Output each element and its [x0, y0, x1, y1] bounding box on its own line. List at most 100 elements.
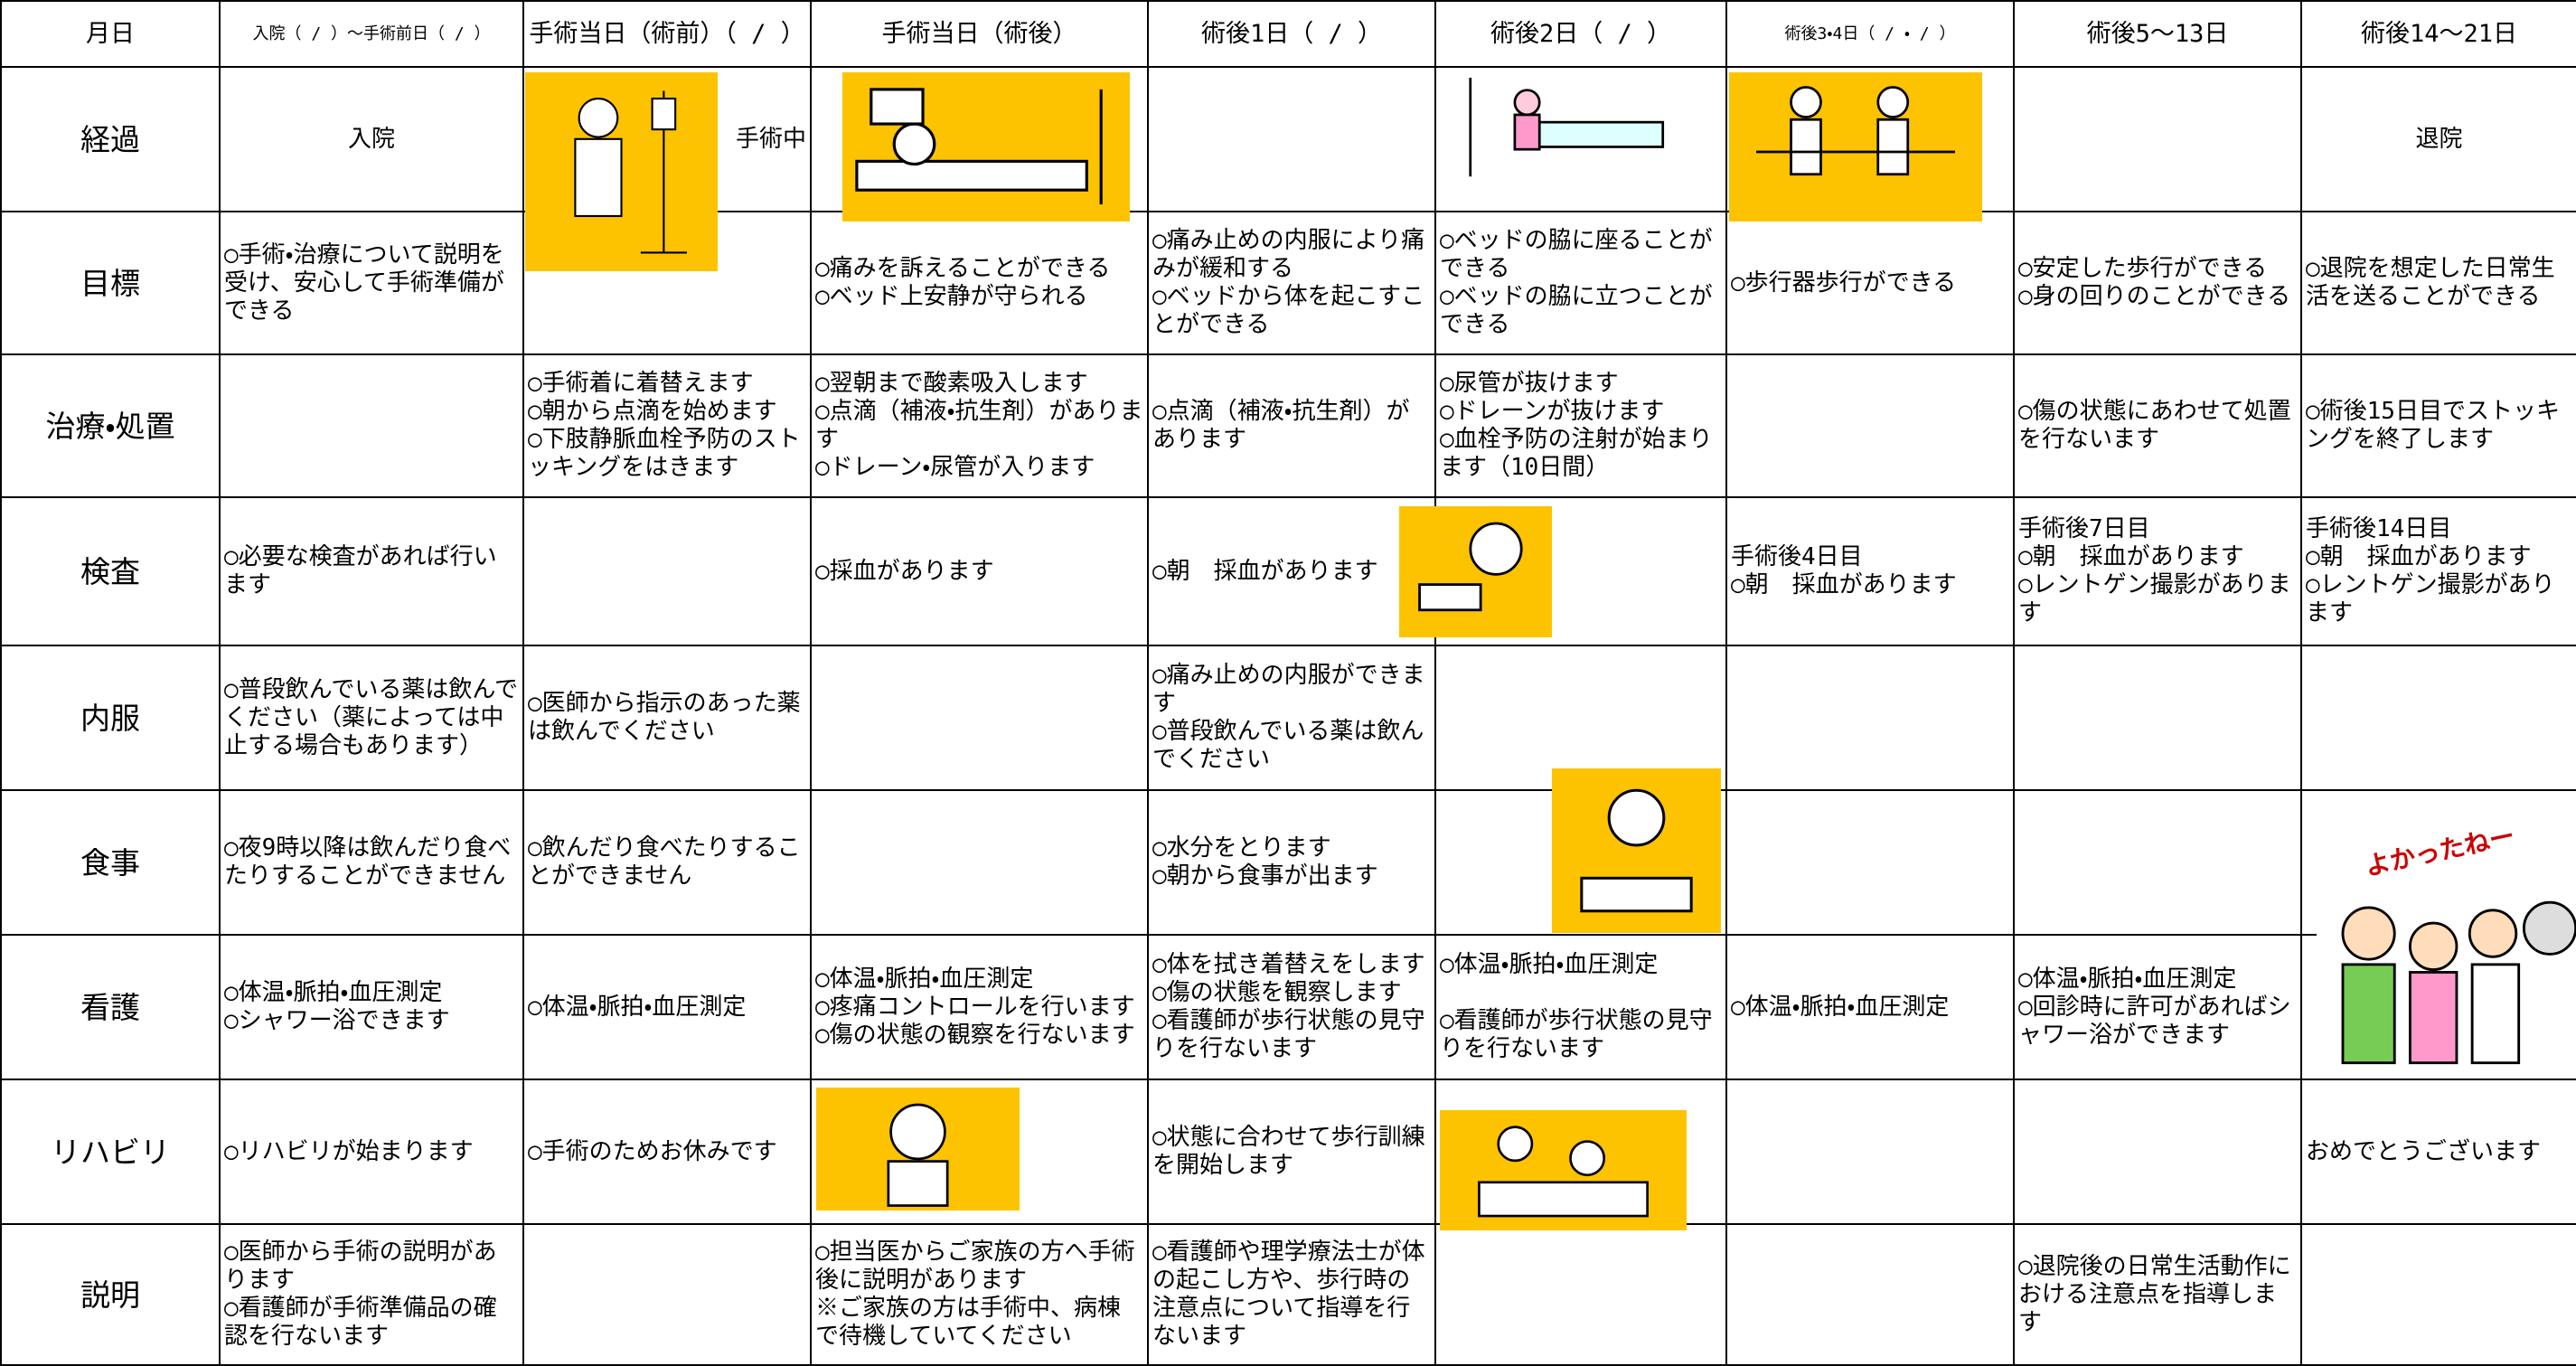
- cell-line: ○退院後の日常生活動作における注意点を指導します: [2018, 1252, 2291, 1336]
- cell-line: ○傷の状態の観察を行ないます: [815, 1021, 1135, 1049]
- table-body: 経過 入院 手術中 退院 目標 ○手術・治療について説明を受け、安心して手術準備ができる ○…: [0, 66, 2576, 1366]
- table-cell: 手術後4日目 ○朝 採血があります: [1725, 496, 2015, 646]
- table-cell: ○痛み止めの内服ができます ○普段飲んでいる薬は飲んでください: [1147, 645, 1436, 791]
- cell-line: ○体温・脈拍・血圧測定: [1440, 951, 1659, 978]
- cell-line: ○体温・脈拍・血圧測定: [1731, 993, 1950, 1021]
- cell-line: ○医師から指示のあった薬は飲んでください: [528, 690, 801, 745]
- table-cell: [1147, 66, 1436, 212]
- table-cell: [2300, 645, 2576, 791]
- cell-line: ○朝から食事が出ます: [1152, 862, 1378, 890]
- table-cell: ○歩行器歩行ができる: [1725, 211, 2015, 355]
- cell-line: ○下肢静脈血栓予防のストッキングをはきます: [528, 426, 801, 481]
- row-label: 経過: [0, 66, 221, 212]
- cell-line: ○退院を想定した日常生活を送ることができる: [2306, 255, 2555, 310]
- table-cell: ○体温・脈拍・血圧測定 ○シャワー浴できます: [219, 934, 524, 1080]
- header-cell: 術後3・4日（ / ・ / ）: [1725, 0, 2015, 68]
- table-cell: ○普段飲んでいる薬は飲んでください（薬によっては中止する場合もあります）: [219, 645, 524, 791]
- table-cell: ○夜9時以降は飲んだり食べたりすることができません: [219, 789, 524, 936]
- table-cell: 退院: [2300, 66, 2576, 212]
- table-cell: ○痛みを訴えることができる ○ベッド上安静が守られる: [810, 211, 1149, 355]
- table-cell: ○退院後の日常生活動作における注意点を指導します: [2013, 1223, 2302, 1366]
- table-cell: ○傷の状態にあわせて処置を行ないます: [2013, 353, 2302, 498]
- table-cell: ○手術着に着替えます ○朝から点滴を始めます ○下肢静脈血栓予防のストッキングをはき…: [522, 353, 812, 498]
- row-label: 検査: [0, 496, 221, 646]
- header-row: 月日 入院（ / ）～手術前日（ / ）手術当日（術前）（ / ）手術当日（術後）…: [0, 0, 2576, 68]
- cell-line: ※ご家族の方は手術中、病棟で待機していてください: [815, 1295, 1122, 1350]
- table-cell: [2013, 1079, 2302, 1225]
- table-row: 経過 入院 手術中 退院: [0, 66, 2576, 212]
- table-cell: 入院: [219, 66, 524, 212]
- cell-line: ○体温・脈拍・血圧測定: [224, 979, 443, 1006]
- table-cell: ○体温・脈拍・血圧測定 ○回診時に許可があればシャワー浴ができます: [2013, 934, 2302, 1080]
- illustration-celebration: [2317, 830, 2576, 1076]
- cell-line: ○痛み止めの内服により痛みが緩和する: [1152, 227, 1425, 282]
- table-cell: ○体温・脈拍・血圧測定: [522, 934, 812, 1080]
- cell-line: ○朝から点滴を始めます: [528, 398, 777, 425]
- table-cell: ○水分をとります ○朝から食事が出ます: [1147, 789, 1436, 936]
- cell-line: ○手術・治療について説明を受け、安心して手術準備ができる: [224, 240, 504, 325]
- cell-line: ○血栓予防の注射が始まります（10日間）: [1440, 426, 1713, 481]
- table-cell: ○体を拭き着替えをします ○傷の状態を観察します ○看護師が歩行状態の見守りを行ない…: [1147, 934, 1436, 1080]
- header-cell: 術後14～21日: [2300, 0, 2576, 68]
- table-cell: ○尿管が抜けます ○ドレーンが抜けます ○血栓予防の注射が始まります（10日間）: [1434, 353, 1727, 498]
- table-cell: ○体温・脈拍・血圧測定 ○疼痛コントロールを行います ○傷の状態の観察を行ないます: [810, 934, 1149, 1080]
- cell-line: ○体温・脈拍・血圧測定: [528, 993, 747, 1021]
- cell-line: ○術後15日目でストッキングを終了します: [2306, 398, 2560, 453]
- table-cell: ○医師から手術の説明があります ○看護師が手術準備品の確認を行ないます: [219, 1223, 524, 1366]
- table-cell: [1434, 645, 1727, 791]
- cell-line: 入院: [347, 125, 395, 153]
- row-label: 説明: [0, 1223, 221, 1366]
- table-cell: ○状態に合わせて歩行訓練を開始します: [1147, 1079, 1436, 1225]
- table-cell: ○退院を想定した日常生活を送ることができる: [2300, 211, 2576, 355]
- table-cell: 手術後14日目 ○朝 採血があります ○レントゲン撮影があります: [2300, 496, 2576, 646]
- cell-line: ○痛みを訴えることができる: [815, 255, 1111, 282]
- table-cell: [810, 645, 1149, 791]
- cell-line: ○担当医からご家族の方へ手術後に説明があります: [815, 1239, 1135, 1294]
- table-cell: [2013, 789, 2302, 936]
- cell-line: ○身の回りのことができる: [2018, 283, 2291, 310]
- table-cell: [1434, 1223, 1727, 1366]
- illustration-nurse: [816, 1088, 1020, 1211]
- cell-line: ○朝 採血があります: [2018, 543, 2244, 570]
- table-cell: ○ベッドの脇に座ることができる ○ベッドの脇に立つことができる: [1434, 211, 1727, 355]
- cell-line: ○夜9時以降は飲んだり食べたりすることができません: [224, 834, 512, 890]
- cell-line: ○体温・脈拍・血圧測定: [2018, 965, 2237, 993]
- table-cell: [810, 789, 1149, 936]
- table-cell: おめでとうございます: [2300, 1079, 2576, 1225]
- table-row: 検査 ○必要な検査があれば行います ○採血があります ○朝 採血があります 手術後4日目…: [0, 496, 2576, 646]
- row-label: 食事: [0, 789, 221, 936]
- table-cell: [522, 1223, 812, 1366]
- table-cell: [1725, 645, 2015, 791]
- cell-line: ○手術着に着替えます: [528, 370, 754, 397]
- table-cell: ○体温・脈拍・血圧測定: [1725, 934, 2015, 1080]
- cell-line: ○疼痛コントロールを行います: [815, 993, 1135, 1021]
- table-cell: [1725, 789, 2015, 936]
- illustration-rehab: [1440, 1110, 1687, 1230]
- illustration-bed-rest: [842, 72, 1130, 221]
- cell-line: おめでとうございます: [2306, 1137, 2542, 1165]
- table-row: 看護 ○体温・脈拍・血圧測定 ○シャワー浴できます ○体温・脈拍・血圧測定 ○体温・脈拍…: [0, 934, 2576, 1080]
- row-label: 目標: [0, 211, 221, 355]
- cell-line: ○必要な検査があれば行います: [224, 543, 497, 598]
- table-cell: ○医師から指示のあった薬は飲んでください: [522, 645, 812, 791]
- table-cell: 手術後7日目 ○朝 採血があります ○レントゲン撮影があります: [2013, 496, 2302, 646]
- table-cell: ○手術・治療について説明を受け、安心して手術準備ができる: [219, 211, 524, 355]
- header-cell: 術後1日（ / ）: [1147, 0, 1436, 68]
- header-cell: 術後5～13日: [2013, 0, 2302, 68]
- cell-line: ○傷の状態を観察します: [1152, 979, 1402, 1006]
- cell-line: ○回診時に許可があればシャワー浴ができます: [2018, 993, 2291, 1049]
- table-cell: [219, 353, 524, 498]
- table-cell: [2300, 1223, 2576, 1366]
- table-cell: ○看護師や理学療法士が体の起こし方や、歩行時の注意点について指導を行ないます: [1147, 1223, 1436, 1366]
- cell-line: ○看護師や理学療法士が体の起こし方や、歩行時の注意点について指導を行ないます: [1152, 1239, 1425, 1350]
- table-cell: ○採血があります: [810, 496, 1149, 646]
- table-row: 説明 ○医師から手術の説明があります ○看護師が手術準備品の確認を行ないます ○担当医…: [0, 1223, 2576, 1366]
- table-row: 食事 ○夜9時以降は飲んだり食べたりすることができません ○飲んだり食べたりすること…: [0, 789, 2576, 936]
- table-cell: [2013, 645, 2302, 791]
- cell-line: ○状態に合わせて歩行訓練を開始します: [1152, 1124, 1425, 1179]
- cell-line: ○体を拭き着替えをします: [1152, 951, 1425, 978]
- cell-line: ○ベッドから体を起こすことができる: [1152, 283, 1425, 338]
- cell-line: ○痛み止めの内服ができます: [1152, 662, 1425, 717]
- cell-line: ○体温・脈拍・血圧測定: [815, 965, 1034, 993]
